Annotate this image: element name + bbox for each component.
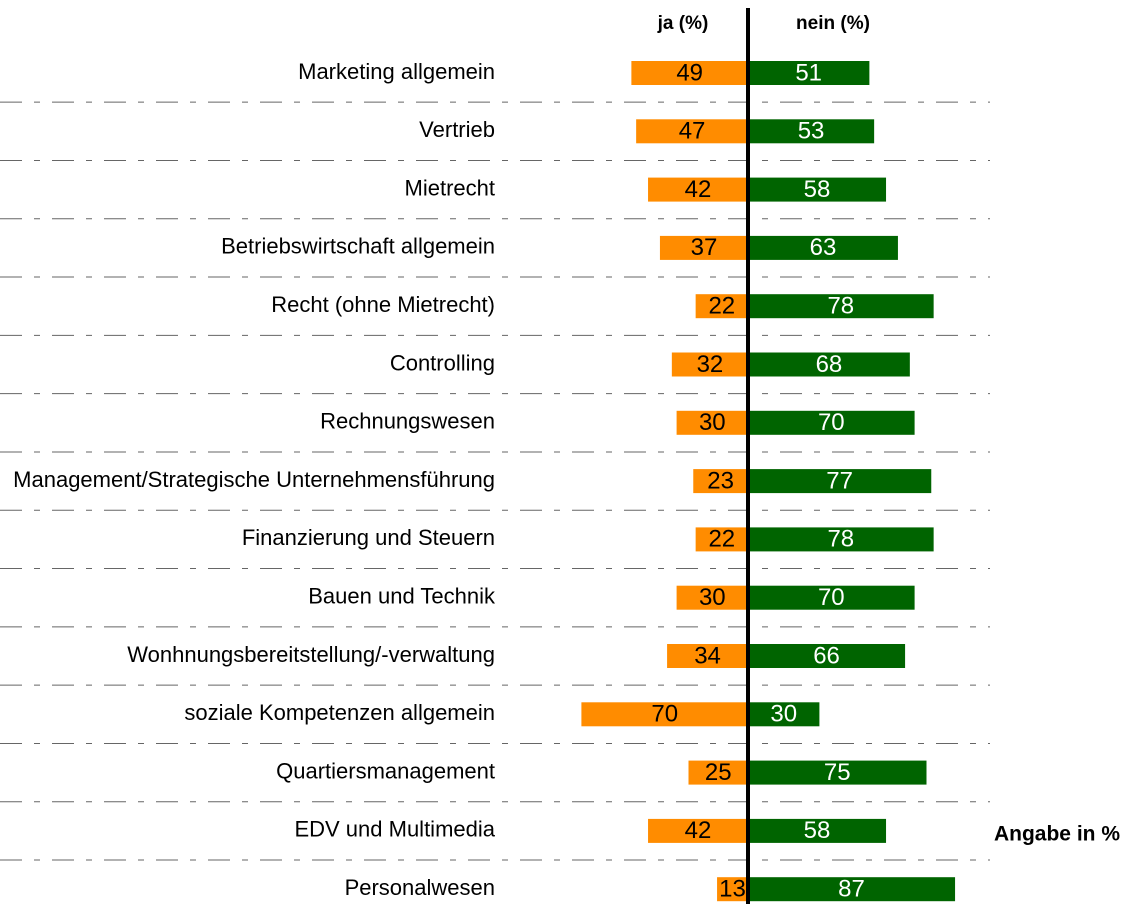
category-label: Controlling (390, 350, 495, 375)
bar (748, 352, 910, 377)
bar (688, 760, 748, 785)
bar (631, 61, 748, 85)
value-label: 49 (676, 59, 703, 86)
bar (748, 469, 932, 494)
category-label: Recht (ohne Mietrecht) (271, 292, 495, 317)
bar (636, 119, 748, 144)
value-label: 47 (679, 118, 706, 145)
value-label: 70 (818, 584, 845, 611)
category-label: EDV und Multimedia (294, 817, 495, 842)
bar (748, 585, 915, 610)
bar (748, 702, 820, 727)
category-label: Rechnungswesen (320, 409, 495, 434)
category-label: Personalwesen (345, 875, 495, 900)
bar (748, 527, 934, 552)
value-label: 70 (818, 409, 845, 436)
bar (717, 877, 748, 902)
bar (748, 644, 906, 668)
bar (648, 818, 748, 843)
value-label: 58 (804, 176, 831, 203)
value-label: 66 (813, 642, 840, 669)
category-label: Vertrieb (419, 117, 495, 142)
value-label: 70 (651, 701, 678, 728)
value-label: 22 (708, 293, 735, 320)
bar (676, 585, 748, 610)
value-label: 37 (691, 234, 718, 261)
value-label: 30 (699, 409, 726, 436)
category-label: Mietrecht (405, 175, 495, 200)
category-label: Wonhnungsbereitstellung/-verwaltung (127, 642, 495, 667)
value-label: 25 (705, 759, 732, 786)
value-label: 68 (816, 351, 843, 378)
category-label: Finanzierung und Steuern (242, 525, 495, 550)
category-label: Marketing allgemein (298, 59, 495, 84)
bar (748, 760, 927, 785)
bar (748, 877, 956, 902)
bar (748, 177, 887, 202)
bar (748, 410, 915, 435)
bar (695, 527, 748, 552)
value-label: 51 (795, 59, 822, 86)
bar (748, 119, 875, 144)
bar (693, 469, 748, 494)
category-label: Betriebswirtschaft allgemein (221, 234, 495, 259)
value-label: 13 (719, 876, 746, 903)
bar (748, 61, 870, 85)
value-label: 78 (827, 526, 854, 553)
value-label: 22 (708, 526, 735, 553)
category-label: Quartiersmanagement (276, 758, 495, 783)
bar (748, 294, 934, 319)
value-label: 34 (694, 642, 721, 669)
category-label: Management/Strategische Unternehmensführ… (13, 467, 495, 492)
bar (581, 702, 748, 727)
value-label: 63 (810, 234, 837, 261)
bar (748, 235, 898, 260)
value-label: 77 (826, 467, 853, 494)
bar (748, 818, 887, 843)
legend-ja: ja (%) (657, 13, 709, 34)
category-label: soziale Kompetenzen allgemein (184, 700, 495, 725)
value-label: 75 (824, 759, 851, 786)
bar (671, 352, 748, 377)
value-label: 30 (770, 701, 797, 728)
bar (695, 294, 748, 319)
value-label: 42 (685, 176, 712, 203)
value-label: 32 (697, 351, 724, 378)
value-label: 42 (685, 817, 712, 844)
value-label: 53 (798, 118, 825, 145)
value-label: 30 (699, 584, 726, 611)
value-label: 87 (838, 876, 865, 903)
value-label: 78 (827, 293, 854, 320)
value-label: 23 (707, 467, 734, 494)
legend-nein: nein (%) (796, 13, 870, 34)
value-label: 58 (804, 817, 831, 844)
note: Angabe in % (994, 823, 1120, 846)
bar (648, 177, 748, 202)
bar (667, 644, 748, 668)
category-label: Bauen und Technik (308, 584, 496, 609)
bar (676, 410, 748, 435)
bar (659, 235, 748, 260)
